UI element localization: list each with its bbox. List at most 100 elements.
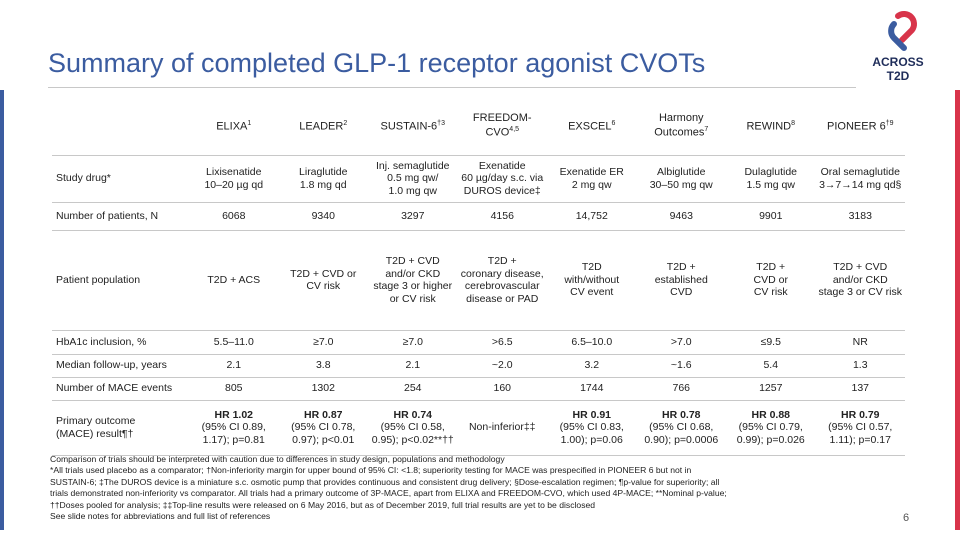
cell-text: T2D + ACS: [207, 273, 261, 286]
table-cell: Inj. semaglutide 0.5 mg qw/1.0 mg qw: [368, 155, 458, 203]
column-reference: 6: [611, 120, 616, 128]
cell-text: 60 µg/day s.c. via: [461, 172, 544, 185]
cell-text: 1.17); p=0.81: [202, 433, 265, 446]
cell-text: 1.8 mg qd: [299, 178, 347, 191]
cell-text: 9340: [311, 209, 335, 222]
row-label-cell: Median follow-up, years: [52, 354, 189, 378]
table-cell: 3183: [815, 202, 905, 231]
row-label: Patient population: [56, 273, 141, 286]
footnotes: Comparison of trials should be interpret…: [50, 454, 727, 522]
table-cell: 5.5–11.0: [189, 330, 279, 355]
cell-text: Oral semaglutide: [820, 166, 900, 178]
cell-text: and/or CKD: [832, 273, 888, 286]
cell-text: HR 0.91: [572, 408, 612, 421]
table-cell: ≥7.0: [368, 330, 458, 355]
table-row: Study drug* Lixisenatide 10–20 µg qd Liragl…: [52, 155, 905, 203]
row-label-cell: HbA1c inclusion, %: [52, 330, 189, 355]
cell-text: 766: [672, 382, 691, 395]
table-cell: 9463: [636, 202, 726, 231]
cell-text: HR 0.87: [303, 408, 343, 421]
header-cell: REWIND8: [726, 97, 816, 156]
cell-text: 2.1: [226, 359, 242, 372]
cell-text: CV risk: [306, 280, 341, 292]
table-cell: 9340: [278, 202, 368, 231]
table-row: Median follow-up, years 2.1 3.8 2.1 ~2.0 3.2 ~…: [52, 354, 905, 378]
column-name: Outcomes: [654, 127, 705, 140]
cell-text: ≥7.0: [313, 335, 334, 348]
cell-text: DUROS device‡: [463, 184, 541, 197]
comparison-table: ELIXA1 LEADER2 SUSTAIN-6†3 FREEDOM- CVO4,5 EX…: [52, 97, 905, 456]
header-cell: FREEDOM- CVO4,5: [457, 97, 547, 156]
table-cell: ~2.0: [457, 354, 547, 378]
cell-text: 805: [224, 382, 243, 395]
cell-text: 1.0 mg qw: [388, 184, 437, 197]
cell-text: (95% CI 0.68,: [649, 421, 714, 434]
cell-text: 0.99); p=0.026: [736, 433, 805, 446]
cell-text: ≤9.5: [760, 335, 781, 348]
cell-text: HR 0.78: [661, 408, 701, 421]
cell-text: 1257: [759, 382, 783, 395]
table-cell: 805: [189, 377, 279, 401]
table-cell: 6068: [189, 202, 279, 231]
row-label: Number of MACE events: [56, 382, 173, 395]
footnote-line: ††Doses pooled for analysis; ‡‡Top-line …: [50, 499, 596, 510]
cell-text: 10–20 µg qd: [204, 178, 264, 191]
table-cell: 5.4: [726, 354, 816, 378]
table-cell: T2D + established CVD: [636, 230, 726, 331]
table-cell: T2D + CVD and/or CKD stage 3 or higher or C…: [368, 230, 458, 331]
footnote-line: trials demonstrated non-inferiority vs c…: [50, 488, 727, 499]
cell-text: stage 3 or higher: [373, 280, 453, 292]
logo-text: T2D: [887, 69, 910, 83]
table-cell: Dulaglutide 1.5 mg qw: [726, 155, 816, 203]
slide-title: Summary of completed GLP-1 receptor agon…: [48, 48, 706, 78]
cell-text: 3→7→14 mg qd§: [819, 178, 902, 191]
cell-text: ≥7.0: [402, 335, 423, 348]
table-cell: NR: [815, 330, 905, 355]
table-row: Number of patients, N 6068 9340 3297 4156 14,…: [52, 202, 905, 231]
cell-text: (95% CI 0.83,: [559, 421, 624, 434]
cell-text: 2.1: [405, 359, 421, 372]
cell-text: 14,752: [575, 209, 608, 222]
cell-text: 137: [851, 382, 870, 395]
cell-text: HR 0.88: [751, 408, 791, 421]
table-cell: Exenatide ER 2 mg qw: [547, 155, 637, 203]
row-label-cell: Primary outcome (MACE) result¶†: [52, 400, 189, 456]
header-cell: EXSCEL6: [547, 97, 637, 156]
table-cell: 3.2: [547, 354, 637, 378]
cell-text: (95% CI 0.57,: [828, 421, 893, 434]
cell-text: 9901: [759, 209, 783, 222]
table-row: Number of MACE events 805 1302 254 160 1744 76…: [52, 377, 905, 401]
cell-text: T2D: [581, 261, 602, 274]
cell-text: Non-inferior‡‡: [468, 421, 536, 434]
table-cell: ≤9.5: [726, 330, 816, 355]
column-reference: 7: [704, 126, 709, 134]
table-row: HbA1c inclusion, % 5.5–11.0 ≥7.0 ≥7.0 >6.5 6.…: [52, 330, 905, 355]
table-cell: Non-inferior‡‡: [457, 400, 547, 456]
cell-text: 0.97); p<0.01: [292, 433, 355, 446]
table-cell: ≥7.0: [278, 330, 368, 355]
row-label: HbA1c inclusion, %: [56, 335, 147, 348]
column-reference: 4,5: [509, 126, 520, 134]
cell-text: CVD or: [753, 273, 788, 286]
cell-text: 5.4: [763, 359, 779, 372]
cell-text: CV risk: [753, 286, 788, 299]
cell-text: 1.3: [852, 359, 868, 372]
header-row: ELIXA1 LEADER2 SUSTAIN-6†3 FREEDOM- CVO4,5 EX…: [52, 97, 905, 156]
cell-text: 4156: [490, 209, 514, 222]
cell-text: coronary disease,: [460, 267, 544, 280]
logo-mark: [895, 11, 917, 43]
right-accent-bar: [955, 90, 960, 530]
cell-text: cerebrovascular: [464, 280, 540, 292]
table-cell: HR 0.78 (95% CI 0.68, 0.90); p=0.0006: [636, 400, 726, 456]
column-reference: 2: [343, 120, 348, 128]
column-name: REWIND: [746, 120, 792, 133]
header-cell: LEADER2: [278, 97, 368, 156]
row-label-cell: Number of patients, N: [52, 202, 189, 231]
cell-text: (95% CI 0.79,: [738, 421, 803, 434]
cell-text: ~1.6: [670, 359, 692, 372]
cell-text: 6068: [222, 209, 246, 222]
logo: ACROSS T2D: [872, 11, 924, 83]
cell-text: 3297: [401, 209, 425, 222]
footnote-line: SUSTAIN-6; ‡The DUROS device is a miniat…: [50, 476, 720, 487]
table-cell: 1257: [726, 377, 816, 401]
